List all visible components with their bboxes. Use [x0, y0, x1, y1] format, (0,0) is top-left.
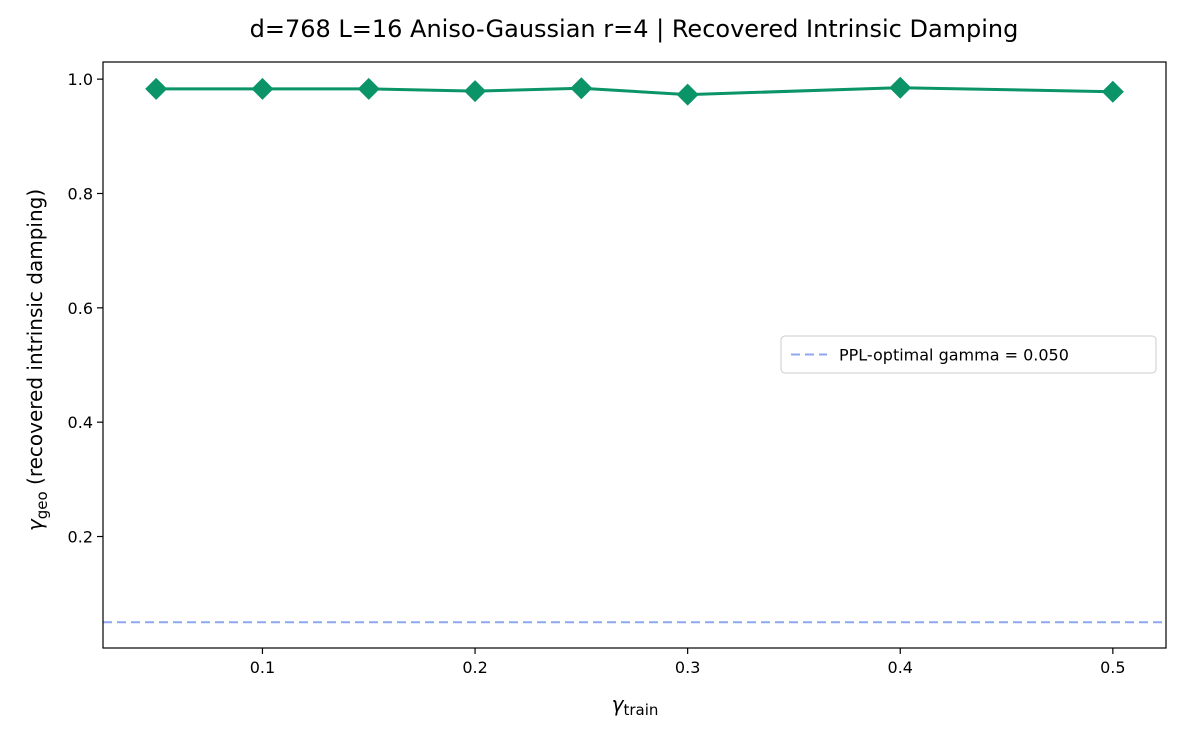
- x-axis-ticks: 0.1 0.2 0.3 0.4 0.5: [250, 648, 1126, 677]
- legend: PPL-optimal gamma = 0.050: [780, 335, 1157, 374]
- y-axis-ticks: 0.2 0.4 0.6 0.8 1.0: [68, 70, 103, 547]
- y-tick-label: 0.8: [68, 184, 93, 203]
- chart-title: d=768 L=16 Aniso-Gaussian r=4 | Recovere…: [250, 15, 1019, 43]
- axes-frame: [102, 61, 1167, 649]
- y-axis-label: γgeo (recovered intrinsic damping): [23, 189, 51, 531]
- y-tick-label: 0.2: [68, 528, 93, 547]
- data-point-diamond: [676, 83, 699, 106]
- x-tick-label: 0.4: [888, 658, 913, 677]
- x-tick-label: 0.1: [250, 658, 275, 677]
- y-tick-label: 1.0: [68, 70, 93, 89]
- data-point-diamond: [1101, 80, 1124, 103]
- data-point-diamond: [251, 77, 274, 100]
- x-tick-label: 0.5: [1100, 658, 1125, 677]
- data-series: [145, 76, 1124, 106]
- x-axis-label: γtrain: [612, 692, 659, 719]
- data-point-diamond: [145, 77, 168, 100]
- y-tick-label: 0.4: [68, 413, 93, 432]
- y-tick-label: 0.6: [68, 299, 93, 318]
- data-point-diamond: [889, 76, 912, 99]
- series-line: [156, 86, 1113, 97]
- x-tick-label: 0.3: [675, 658, 700, 677]
- data-point-diamond: [357, 77, 380, 100]
- legend-box: [780, 335, 1157, 374]
- x-tick-label: 0.2: [462, 658, 487, 677]
- data-point-diamond: [570, 77, 593, 100]
- data-point-diamond: [464, 80, 487, 103]
- legend-label: PPL-optimal gamma = 0.050: [839, 346, 1069, 365]
